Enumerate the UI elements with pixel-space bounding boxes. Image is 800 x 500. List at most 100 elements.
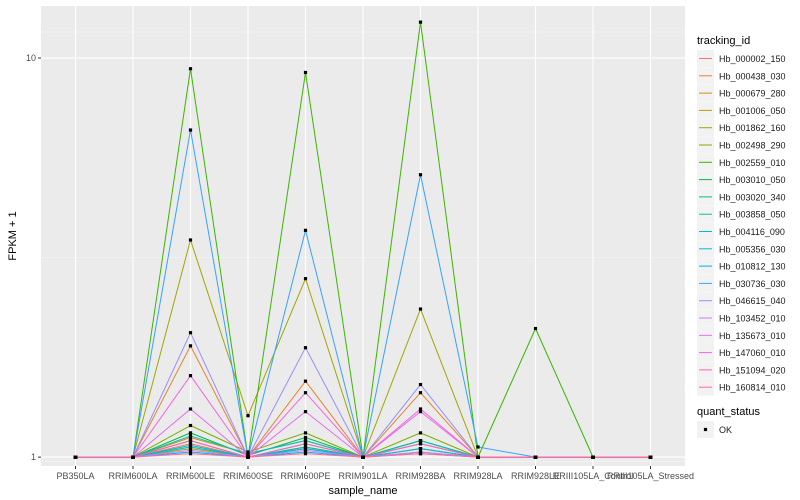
data-point-Hb_000438_030 bbox=[188, 344, 193, 348]
legend-key-point bbox=[703, 427, 708, 432]
data-point-Hb_003010_050 bbox=[246, 453, 250, 457]
data-point-Hb_002498_290 bbox=[303, 431, 308, 435]
data-point-Hb_005356_030 bbox=[188, 445, 193, 449]
legend-label: Hb_147060_010 bbox=[719, 348, 786, 358]
data-point-Hb_005356_030 bbox=[418, 447, 423, 451]
data-point-Hb_135673_010 bbox=[303, 410, 308, 414]
legend-label: Hb_151094_020 bbox=[719, 365, 786, 375]
data-point-Hb_103452_010 bbox=[303, 448, 308, 452]
legend-label: Hb_030736_030 bbox=[719, 279, 786, 289]
legend-label: Hb_001006_050 bbox=[719, 106, 786, 116]
data-point-Hb_046615_040 bbox=[188, 331, 193, 335]
data-point-Hb_160814_010 bbox=[418, 452, 423, 456]
data-point-Hb_147060_010 bbox=[188, 374, 193, 378]
data-point-Hb_002559_010 bbox=[418, 20, 423, 24]
data-point-Hb_002559_010 bbox=[303, 70, 308, 75]
data-points bbox=[73, 20, 653, 459]
x-tick-label: RRIM600PE bbox=[280, 471, 330, 481]
x-axis: PB350LA RRIM600LA RRIM600LE RRIM600SE RRIM60… bbox=[56, 466, 694, 481]
legend-label: Hb_000438_030 bbox=[719, 71, 786, 81]
data-point-Hb_147060_010 bbox=[303, 391, 308, 395]
x-tick-label: RRIM600SE bbox=[223, 471, 273, 481]
series-legend: Hb_000002_150 Hb_000438_030 Hb_000679_280 H… bbox=[697, 50, 786, 396]
legend-label: Hb_000679_280 bbox=[719, 89, 786, 99]
data-point-Hb_160814_010 bbox=[73, 455, 78, 459]
data-point-Hb_030736_030 bbox=[303, 228, 308, 232]
data-point-Hb_001862_160 bbox=[246, 414, 250, 418]
x-tick-label: RRIM600LE bbox=[166, 471, 215, 481]
data-point-Hb_160814_010 bbox=[131, 455, 135, 459]
x-tick-label: RRIM928LA bbox=[453, 471, 502, 481]
y-tick-label: 10 bbox=[26, 53, 36, 63]
x-tick-label: RRIII105LA_Stressed bbox=[607, 471, 694, 481]
data-point-Hb_005356_030 bbox=[303, 447, 308, 451]
data-point-Hb_160814_010 bbox=[246, 455, 250, 459]
legend-label: Hb_135673_010 bbox=[719, 331, 786, 341]
x-tick-label: RRIM928LE bbox=[511, 471, 560, 481]
x-tick-label: RRIM928BA bbox=[395, 471, 445, 481]
data-point-Hb_135673_010 bbox=[418, 410, 423, 414]
data-point-Hb_001862_160 bbox=[188, 238, 193, 242]
grid bbox=[41, 6, 685, 466]
data-point-Hb_151094_020 bbox=[303, 442, 308, 446]
quant-status-legend: OK bbox=[697, 421, 732, 438]
data-point-Hb_001006_050 bbox=[188, 447, 193, 451]
legend-label: Hb_001862_160 bbox=[719, 123, 786, 133]
y-tick-label: 1 bbox=[31, 452, 36, 462]
data-point-Hb_001862_160 bbox=[418, 307, 423, 311]
x-tick-label: RRIII105LA_Control bbox=[553, 471, 634, 481]
data-point-Hb_135673_010 bbox=[188, 407, 193, 411]
data-point-Hb_003858_050 bbox=[303, 445, 308, 449]
legend-label: Hb_002559_010 bbox=[719, 158, 786, 168]
data-point-Hb_002559_010 bbox=[188, 67, 193, 71]
data-point-Hb_004116_090 bbox=[188, 434, 193, 438]
data-point-Hb_030736_030 bbox=[418, 173, 423, 177]
legend-label: Hb_000002_150 bbox=[719, 54, 786, 64]
data-point-Hb_103452_010 bbox=[418, 450, 423, 454]
data-point-Hb_030736_030 bbox=[188, 128, 193, 132]
data-point-Hb_160814_010 bbox=[361, 455, 365, 459]
data-point-Hb_046615_040 bbox=[303, 346, 308, 350]
data-point-Hb_046615_040 bbox=[418, 382, 423, 387]
legend-label: Hb_046615_040 bbox=[719, 296, 786, 306]
legend-label: Hb_103452_010 bbox=[719, 314, 786, 324]
legend-label: OK bbox=[719, 425, 732, 435]
data-point-Hb_002498_290 bbox=[418, 431, 423, 435]
data-point-Hb_160814_010 bbox=[303, 452, 308, 456]
data-point-Hb_160814_010 bbox=[591, 455, 595, 459]
data-point-Hb_010812_130 bbox=[188, 450, 193, 454]
x-axis-title: sample_name bbox=[328, 485, 397, 497]
data-point-Hb_103452_010 bbox=[188, 448, 193, 452]
data-point-Hb_160814_010 bbox=[188, 452, 193, 456]
legend-label: Hb_003010_050 bbox=[719, 175, 786, 185]
legend-label: Hb_002498_290 bbox=[719, 141, 786, 151]
legend-label: Hb_004116_090 bbox=[719, 227, 785, 237]
data-point-Hb_030736_030 bbox=[476, 445, 480, 449]
data-point-Hb_004116_090 bbox=[418, 438, 423, 443]
data-point-Hb_000438_030 bbox=[303, 379, 308, 383]
data-point-Hb_160814_010 bbox=[533, 455, 538, 459]
data-point-Hb_000002_150 bbox=[188, 442, 193, 446]
legend-label: Hb_010812_130 bbox=[719, 262, 786, 272]
data-point-Hb_151094_020 bbox=[188, 438, 193, 443]
x-tick-label: RRIM901LA bbox=[338, 471, 387, 481]
quant-status-legend-title: quant_status bbox=[697, 406, 760, 418]
data-point-Hb_160814_010 bbox=[648, 455, 653, 459]
data-point-Hb_000438_030 bbox=[418, 391, 423, 395]
legend-label: Hb_003858_050 bbox=[719, 210, 786, 220]
x-tick-label: RRIM600LA bbox=[108, 471, 157, 481]
data-point-Hb_160814_010 bbox=[476, 455, 480, 459]
data-point-Hb_004116_090 bbox=[303, 438, 308, 443]
y-axis-title: FPKM + 1 bbox=[7, 211, 19, 260]
data-point-Hb_003010_050 bbox=[188, 431, 193, 435]
legend-label: Hb_003020_340 bbox=[719, 192, 786, 202]
legend-title: tracking_id bbox=[697, 35, 750, 47]
data-point-Hb_002498_290 bbox=[188, 423, 193, 428]
data-point-Hb_001862_160 bbox=[303, 277, 308, 281]
data-point-Hb_002559_010 bbox=[533, 326, 538, 331]
x-tick-label: PB350LA bbox=[56, 471, 94, 481]
data-point-Hb_003010_050 bbox=[303, 435, 308, 440]
data-point-Hb_010812_130 bbox=[303, 450, 308, 454]
data-point-Hb_002498_290 bbox=[246, 450, 250, 454]
